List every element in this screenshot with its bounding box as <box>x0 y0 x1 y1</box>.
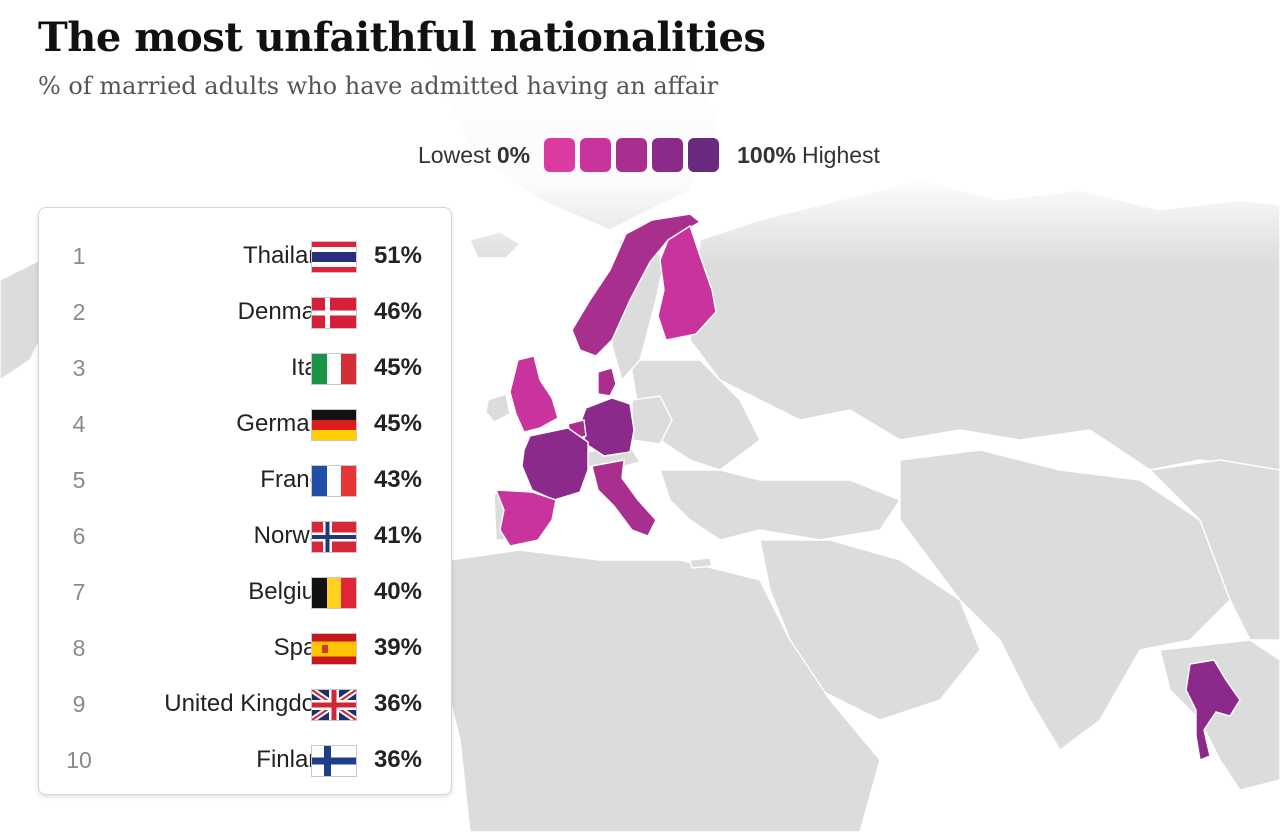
norway-flag-icon <box>311 521 357 553</box>
country-name: Thailand <box>242 242 335 269</box>
percent-value: 36% <box>373 690 422 717</box>
united-kingdom-flag-icon <box>311 689 357 721</box>
page-title: The most unfaithful nationalities <box>38 14 766 61</box>
map-france <box>521 427 589 501</box>
country-name: Denmark <box>237 298 335 325</box>
legend-low-value: 0% <box>496 141 531 168</box>
country-name: United Kingdom <box>164 690 335 717</box>
map-united-kingdom <box>509 355 559 433</box>
percent-value: 46% <box>373 298 422 325</box>
spain-flag-icon <box>311 633 357 665</box>
ranking-row: 7 Belgium 40% <box>39 564 451 620</box>
highlighted-countries <box>494 213 1241 761</box>
country-name: France <box>260 466 335 493</box>
percent-value: 45% <box>373 354 422 381</box>
country-name: Norway <box>253 522 335 549</box>
percent-value: 45% <box>373 410 422 437</box>
map-norway <box>571 213 702 357</box>
percent-value: 43% <box>373 466 422 493</box>
map-spain <box>494 489 557 547</box>
ranking-row: 3 Italy 45% <box>39 340 451 396</box>
ranking-row: 9 United Kingdom 36% <box>39 676 451 732</box>
legend-high-value: 100% <box>737 141 796 168</box>
legend-swatch <box>652 138 684 172</box>
color-legend: Lowest 0% 100% Highest <box>418 137 880 173</box>
rank-number: 6 <box>72 522 86 549</box>
ranking-panel: 1 Thailand 51% 2 Denmark 46% 3 Italy 45%… <box>38 207 452 795</box>
percent-value: 40% <box>373 578 422 605</box>
rank-number: 1 <box>72 242 86 269</box>
germany-flag-icon <box>311 409 357 441</box>
country-name: Belgium <box>248 578 335 605</box>
map-italy <box>591 459 657 537</box>
legend-high-label: Highest <box>801 141 880 168</box>
ranking-row: 2 Denmark 46% <box>39 284 451 340</box>
country-name: Italy <box>79 354 335 382</box>
map-finland <box>657 224 717 341</box>
rank-number: 8 <box>72 634 86 661</box>
legend-low-label: Lowest <box>418 141 491 168</box>
ranking-row: 6 Norway 41% <box>39 508 451 564</box>
rank-number: 4 <box>72 410 86 437</box>
country-name: Spain <box>273 634 335 661</box>
rank-number: 10 <box>66 746 92 773</box>
percent-value: 41% <box>373 522 422 549</box>
percent-value: 51% <box>373 242 422 269</box>
legend-swatch <box>616 138 648 172</box>
percent-value: 39% <box>373 634 422 661</box>
percent-value: 36% <box>373 746 422 773</box>
legend-swatch <box>580 138 612 172</box>
map-denmark <box>597 367 617 397</box>
rank-number: 7 <box>72 578 86 605</box>
map-thailand <box>1185 659 1241 761</box>
legend-swatch <box>688 138 720 172</box>
rank-number: 5 <box>72 466 86 493</box>
italy-flag-icon <box>311 353 357 385</box>
page-subtitle: % of married adults who have admitted ha… <box>38 72 719 100</box>
denmark-flag-icon <box>311 297 357 329</box>
thailand-flag-icon <box>311 241 357 273</box>
finland-flag-icon <box>311 745 357 777</box>
ranking-row: 1 Thailand 51% <box>39 228 451 284</box>
rank-number: 2 <box>72 298 86 325</box>
legend-swatch <box>544 138 576 172</box>
country-name: Germany <box>236 410 335 437</box>
ranking-row: 10 Finland 36% <box>39 732 451 788</box>
ranking-row: 4 Germany 45% <box>39 396 451 452</box>
belgium-flag-icon <box>311 577 357 609</box>
rank-number: 9 <box>72 690 86 717</box>
legend-swatches <box>544 138 720 172</box>
france-flag-icon <box>311 465 357 497</box>
rank-number: 3 <box>72 354 86 381</box>
ranking-row: 8 Spain 39% <box>39 620 451 676</box>
ranking-row: 5 France 43% <box>39 452 451 508</box>
country-name: Finland <box>256 746 335 773</box>
